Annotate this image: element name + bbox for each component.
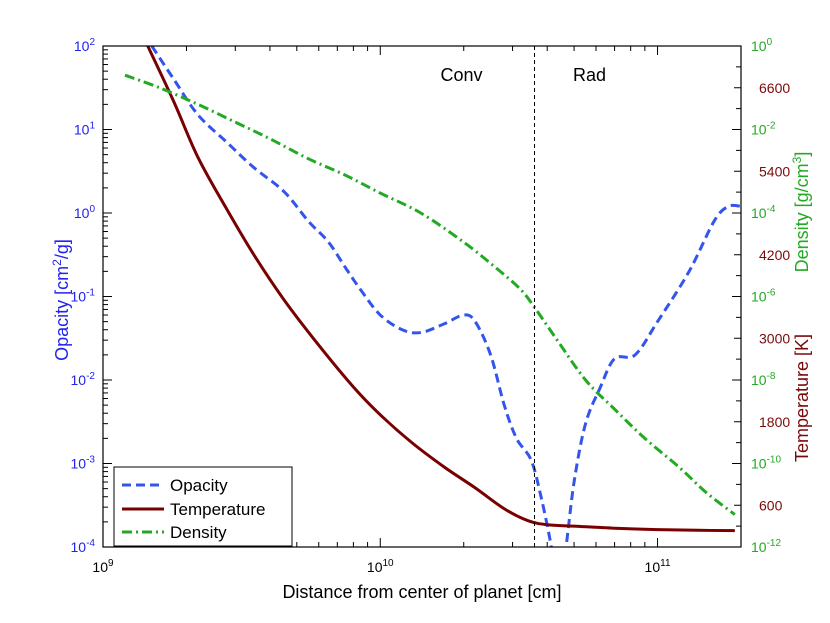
legend-opacity-label: Opacity — [170, 476, 228, 495]
opacity-series-line — [150, 46, 741, 547]
opacity-axis-label-sup: 2 — [50, 259, 64, 266]
opacity-tick-label: 10-4 — [71, 538, 96, 555]
density-tick-label: 10-2 — [751, 121, 776, 138]
x-tick-label: 1011 — [645, 558, 671, 575]
conv-label: Conv — [440, 65, 482, 85]
density-tick-label: 10-8 — [751, 371, 776, 388]
density-tick-labels: 10-12 10-10 10-8 10-6 10-4 10-2 100 — [751, 37, 781, 555]
legend-box — [113, 466, 293, 547]
density-axis-label: Density [g/cm3] — [790, 152, 812, 273]
legend: Opacity Temperature Density — [113, 466, 293, 547]
temperature-tick-label: 3000 — [759, 330, 790, 346]
density-series-line — [124, 73, 736, 516]
density-axis-label-end: ] — [792, 152, 812, 157]
x-tick-label: 1010 — [367, 558, 394, 575]
x-axis-label: Distance from center of planet [cm] — [282, 582, 561, 602]
opacity-tick-label: 102 — [74, 37, 96, 54]
density-tick-label: 10-10 — [751, 455, 781, 472]
density-tick-label: 10-6 — [751, 288, 776, 305]
density-tick-label: 10-12 — [751, 538, 781, 555]
rad-label: Rad — [573, 65, 606, 85]
density-axis-label-main: Density [g/cm — [792, 163, 812, 272]
opacity-tick-label: 10-3 — [71, 455, 96, 472]
density-tick-label: 100 — [751, 37, 773, 54]
legend-temperature-label: Temperature — [170, 500, 265, 519]
density-axis-label-sup: 3 — [790, 156, 804, 163]
left-tick-labels: 10-4 10-3 10-2 10-1 100 101 102 — [71, 37, 96, 555]
temperature-tick-label: 4200 — [759, 247, 790, 263]
density-tick-label: 10-4 — [751, 204, 776, 221]
temperature-tick-label: 600 — [759, 497, 783, 513]
opacity-axis-label: Opacity [cm2/g] — [50, 239, 72, 361]
plot-frame — [102, 45, 742, 548]
legend-density-label: Density — [170, 523, 227, 542]
x-tick-label: 109 — [92, 558, 114, 575]
opacity-tick-label: 101 — [74, 121, 96, 138]
temperature-series-line — [146, 46, 735, 533]
series-layer — [124, 46, 741, 547]
temperature-tick-labels: 600 1800 3000 4200 5400 6600 — [759, 80, 790, 514]
opacity-axis-label-main: Opacity [cm — [52, 266, 72, 361]
temperature-tick-label: 1800 — [759, 414, 790, 430]
temperature-tick-label: 6600 — [759, 80, 790, 96]
opacity-tick-label: 10-1 — [71, 288, 96, 305]
opacity-tick-label: 100 — [74, 204, 96, 221]
x-tick-labels: 109 1010 1011 — [92, 558, 671, 575]
temperature-axis-label: Temperature [K] — [792, 334, 812, 462]
opacity-tick-label: 10-2 — [71, 371, 96, 388]
temperature-tick-label: 5400 — [759, 163, 790, 179]
opacity-axis-label-end: /g] — [52, 239, 72, 259]
